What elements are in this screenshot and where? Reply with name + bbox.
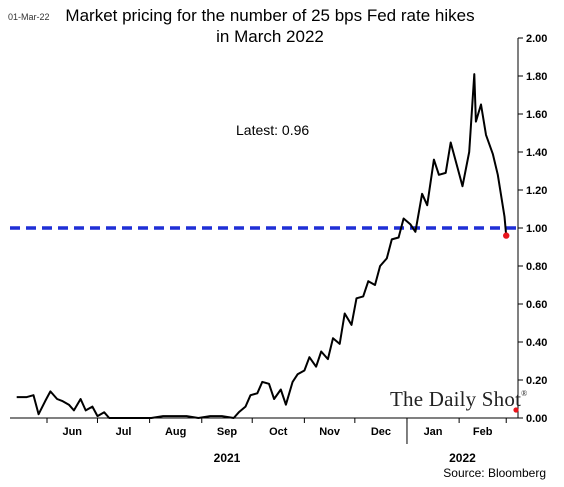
y-tick-label: 1.00 <box>526 223 547 235</box>
y-tick-label: 2.00 <box>526 33 547 45</box>
x-tick-label: Dec <box>371 426 391 438</box>
x-tick-label: Jul <box>116 426 132 438</box>
year-label-2021: 2021 <box>214 451 241 465</box>
brand-name: The Daily Shot <box>390 387 522 411</box>
y-tick-label: 0.60 <box>526 299 547 311</box>
latest-annotation: Latest: 0.96 <box>236 122 310 138</box>
y-tick-label: 0.40 <box>526 337 547 349</box>
x-tick-label: Nov <box>319 426 341 438</box>
y-tick-label: 1.60 <box>526 109 547 121</box>
x-tick-label: Feb <box>473 426 493 438</box>
y-tick-label: 1.40 <box>526 147 547 159</box>
x-tick-label: Sep <box>217 426 237 438</box>
brand-dot-icon <box>513 407 519 413</box>
x-tick-label: Aug <box>165 426 186 438</box>
brand-mark: ® <box>521 389 528 398</box>
y-tick-label: 0.80 <box>526 261 547 273</box>
y-axis-ticks: 0.00 0.20 0.40 0.60 0.80 1.00 1.20 1.40 1.60 1.80… <box>518 33 547 425</box>
x-tick-label: Jan <box>424 426 443 438</box>
series-line <box>16 73 508 419</box>
year-label-2022: 2022 <box>449 451 476 465</box>
y-tick-label: 0.00 <box>526 413 547 425</box>
x-tick-label: Oct <box>269 426 288 438</box>
chart-title-line-2: in March 2022 <box>216 27 324 46</box>
brand-logo: The Daily Shot® <box>390 387 527 412</box>
chart-title-line-1: Market pricing for the number of 25 bps … <box>65 6 475 25</box>
latest-point-marker <box>503 232 510 239</box>
date-stamp: 01-Mar-22 <box>8 12 50 22</box>
x-tick-label: Jun <box>62 426 82 438</box>
x-axis-ticks: Jun Jul Aug Sep Oct Nov Dec Jan Feb 2021 2022 <box>46 418 507 465</box>
y-tick-label: 1.20 <box>526 185 547 197</box>
y-tick-label: 1.80 <box>526 71 547 83</box>
y-tick-label: 0.20 <box>526 375 547 387</box>
source-note: Source: Bloomberg <box>443 466 546 480</box>
